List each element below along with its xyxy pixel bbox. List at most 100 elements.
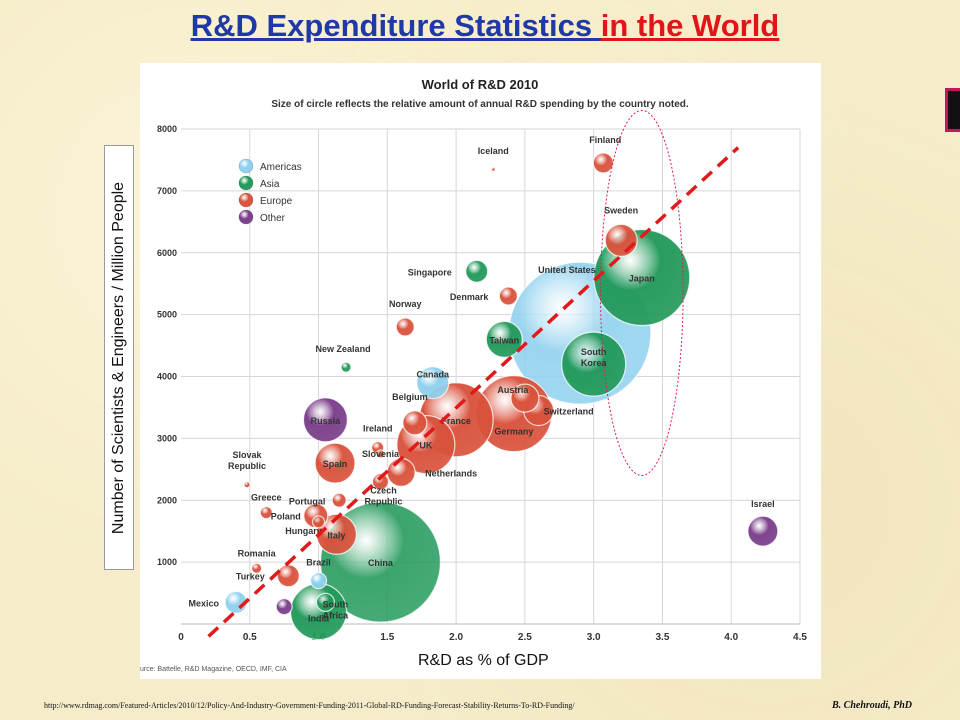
point-label: Brazil (306, 558, 331, 568)
x-tick-label: 3.0 (587, 632, 601, 643)
y-tick-label: 6000 (157, 248, 177, 258)
highlight-ellipse (600, 109, 684, 476)
x-tick-label: 3.5 (655, 632, 669, 643)
point-label: Italy (327, 530, 345, 540)
point-label: Germany (494, 427, 533, 437)
bubble-point (302, 397, 349, 443)
legend-swatch (238, 175, 254, 191)
bubble-point (485, 320, 523, 358)
bubble-point (375, 449, 386, 459)
x-tick-label: 4.5 (793, 632, 807, 643)
legend-label: Asia (260, 179, 280, 190)
bubble-point (309, 572, 328, 590)
bubble-point (498, 286, 518, 306)
bubble-point (315, 513, 358, 555)
x-tick-label: 0.5 (243, 632, 257, 643)
bubble-chart: World of R&D 2010 Size of circle reflects… (157, 77, 807, 643)
chart-title: World of R&D 2010 (422, 77, 539, 92)
y-tick-label: 5000 (157, 310, 177, 320)
point-label: France (441, 416, 471, 426)
title-part-1: R&D Expenditure Statistics (190, 8, 601, 43)
bubble-point (275, 598, 293, 616)
point-label: Czech (370, 486, 397, 496)
point-label: Finland (589, 135, 621, 145)
bubble-point (416, 366, 450, 400)
chart-subtitle: Size of circle reflects the relative amo… (271, 99, 689, 110)
bubble-point (490, 166, 496, 172)
legend-swatch (238, 209, 254, 225)
point-label: Taiwan (489, 335, 519, 345)
bubble-point (315, 592, 336, 612)
point-label: Russia (311, 416, 342, 426)
footer-url[interactable]: http://www.rdmag.com/Featured-Articles/2… (44, 701, 575, 710)
point-label: Belgium (392, 392, 428, 402)
point-label: South (323, 599, 349, 609)
bubble-point (340, 361, 352, 373)
point-label: UK (419, 441, 432, 451)
point-label: Mexico (189, 598, 220, 608)
point-label: United States (538, 265, 596, 275)
x-tick-label: 1.5 (380, 632, 394, 643)
legend-swatch (238, 192, 254, 208)
point-label: Africa (323, 610, 350, 620)
point-label: Turkey (236, 572, 265, 582)
point-label: Republic (364, 497, 402, 507)
bubble-point (251, 562, 263, 574)
point-label: India (308, 614, 330, 624)
point-label: Poland (271, 512, 301, 522)
legend-swatch (238, 158, 254, 174)
point-label: Spain (323, 459, 348, 469)
point-label: Korea (581, 358, 608, 368)
point-label: New Zealand (316, 344, 371, 354)
chart-source: urce: Battelle, R&D Magazine, OECD, IMF,… (140, 666, 287, 673)
legend-label: Americas (260, 162, 302, 173)
point-label: Denmark (450, 292, 490, 302)
x-tick-label: 2.5 (518, 632, 532, 643)
point-label: Netherlands (425, 468, 477, 478)
y-tick-label: 8000 (157, 124, 177, 134)
point-label: Slovenia (362, 449, 400, 459)
point-label: Israel (751, 499, 775, 509)
point-label: Iceland (478, 146, 509, 156)
chart-panel: World of R&D 2010 Size of circle reflects… (140, 63, 821, 679)
legend-label: Other (260, 213, 286, 224)
slide-edge-marker (945, 88, 960, 132)
point-label: Japan (629, 274, 655, 284)
trend-line (207, 146, 740, 638)
bubble-point (402, 410, 428, 436)
point-label: Hungary (285, 526, 322, 536)
bubble-point (311, 515, 326, 529)
bubble-point (604, 223, 638, 257)
legend-label: Europe (260, 196, 293, 207)
bubble-point (747, 515, 779, 547)
point-label: Slovak (233, 450, 263, 460)
slide-title: R&D Expenditure Statistics in the World (0, 8, 960, 44)
bubble-point (386, 457, 416, 488)
bubble-point (243, 481, 251, 489)
point-label: South (581, 347, 607, 357)
point-label: Republic (228, 461, 266, 471)
bubble-point (395, 317, 415, 337)
point-label: Romania (238, 548, 277, 558)
y-tick-label: 3000 (157, 433, 177, 443)
point-label: Sweden (604, 205, 638, 215)
point-label: Ireland (363, 424, 393, 434)
title-part-2: in the World (600, 8, 780, 43)
point-label: Canada (416, 370, 450, 380)
point-label: Norway (389, 299, 422, 309)
y-tick-label: 2000 (157, 495, 177, 505)
point-label: Singapore (408, 267, 452, 277)
bubble-point (465, 259, 489, 283)
bubble-point (314, 442, 356, 484)
y-tick-label: 7000 (157, 186, 177, 196)
bubble-point (259, 506, 273, 520)
point-label: China (368, 558, 394, 568)
author-credit: B. Chehroudi, PhD (832, 700, 913, 711)
bubble-point (510, 383, 540, 413)
point-label: Switzerland (544, 407, 594, 417)
y-tick-label: 1000 (157, 557, 177, 567)
bubble-point (371, 473, 390, 491)
point-label: Austria (497, 385, 529, 395)
x-axis-label: R&D as % of GDP (418, 652, 549, 669)
y-tick-label: 4000 (157, 372, 177, 382)
